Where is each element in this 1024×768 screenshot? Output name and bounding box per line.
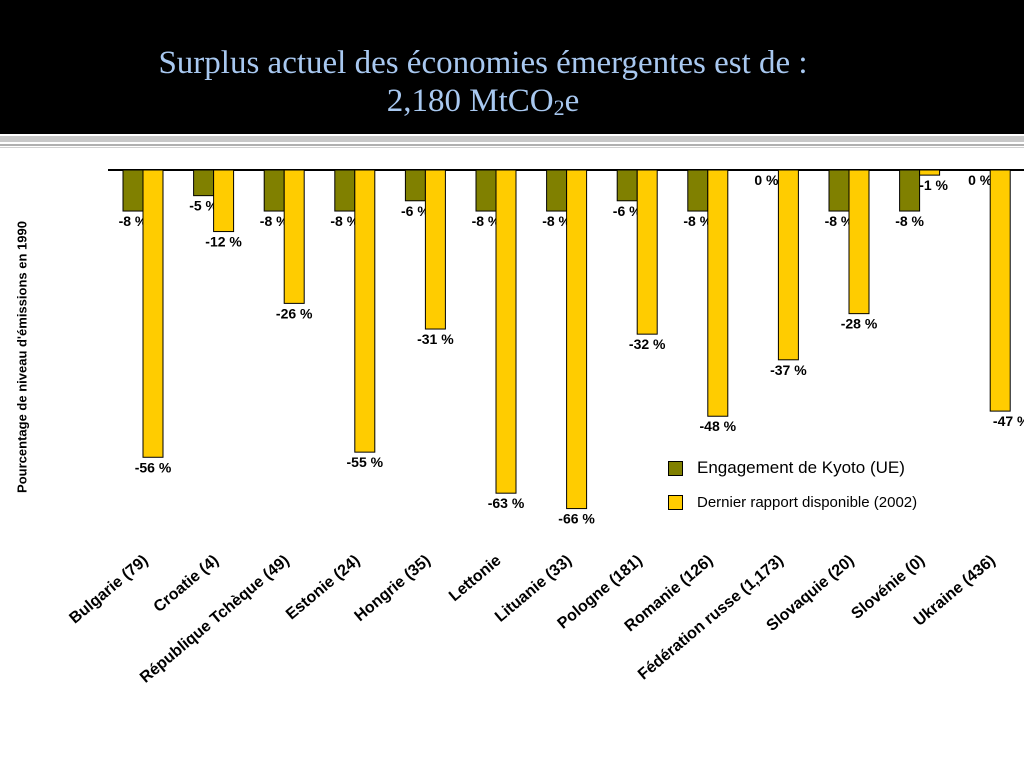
bar-kyoto bbox=[828, 169, 850, 212]
data-label-report: -55 % bbox=[347, 454, 384, 470]
legend-label-kyoto: Engagement de Kyoto (UE) bbox=[697, 458, 905, 477]
legend-swatch-kyoto bbox=[668, 460, 683, 476]
data-label-kyoto: -8 % bbox=[895, 213, 924, 229]
bar-report bbox=[354, 169, 376, 453]
title-line-2: 2,180 MtCO2e bbox=[0, 82, 966, 120]
slide-title: Surplus actuel des économies émergentes … bbox=[0, 44, 966, 120]
bar-report bbox=[283, 169, 305, 304]
data-label-kyoto: 0 % bbox=[754, 172, 779, 188]
title-line-2-text: 2,180 MtCO bbox=[386, 83, 554, 119]
category-tick-label: Croatie (4) bbox=[151, 552, 223, 616]
y-axis-label-text: Pourcentage de niveau d'émissions en 199… bbox=[14, 221, 30, 493]
data-label-kyoto: -8 % bbox=[542, 213, 571, 229]
data-label-kyoto: 0 % bbox=[968, 172, 993, 188]
data-label-kyoto: -5 % bbox=[189, 198, 218, 214]
data-label-kyoto: -8 % bbox=[472, 213, 501, 229]
bar-kyoto bbox=[546, 169, 568, 212]
category-tick-label: Bulgarie (79) bbox=[66, 552, 151, 627]
chart-legend: Engagement de Kyoto (UE) Dernier rapport… bbox=[668, 458, 917, 526]
data-label-report: -28 % bbox=[841, 316, 878, 332]
category-tick-label: Fédération russe (1,173) bbox=[635, 552, 787, 683]
data-label-report: -56 % bbox=[135, 459, 172, 475]
legend-label-report: Dernier rapport disponible (2002) bbox=[697, 493, 918, 511]
bar-kyoto bbox=[899, 169, 921, 212]
slide-header: Surplus actuel des économies émergentes … bbox=[0, 0, 1024, 134]
title-line-2-suffix: e bbox=[564, 83, 580, 119]
data-label-report: -32 % bbox=[629, 336, 666, 352]
legend-item-kyoto: Engagement de Kyoto (UE) bbox=[668, 458, 917, 478]
data-label-kyoto: -6 % bbox=[613, 203, 642, 219]
bar-report bbox=[919, 169, 941, 176]
legend-item-report: Dernier rapport disponible (2002) bbox=[668, 492, 917, 512]
category-tick-label: Lettonie bbox=[446, 552, 505, 605]
data-label-kyoto: -6 % bbox=[401, 203, 430, 219]
data-label-kyoto: -8 % bbox=[683, 213, 712, 229]
data-label-kyoto: -8 % bbox=[825, 213, 854, 229]
bar-report bbox=[636, 169, 658, 335]
data-label-report: -1 % bbox=[919, 177, 948, 193]
bar-report bbox=[989, 169, 1011, 412]
bar-report bbox=[213, 169, 235, 233]
title-line-1: Surplus actuel des économies émergentes … bbox=[158, 45, 808, 81]
category-tick-label: Hongrie (35) bbox=[352, 552, 434, 625]
bar-kyoto bbox=[616, 169, 638, 202]
bar-report bbox=[707, 169, 729, 417]
bar-kyoto bbox=[404, 169, 426, 202]
bar-kyoto bbox=[687, 169, 709, 212]
data-label-kyoto: -8 % bbox=[119, 213, 148, 229]
category-tick-label: République Tchèque (49) bbox=[137, 552, 293, 687]
data-label-report: -47 % bbox=[993, 413, 1024, 429]
header-divider bbox=[0, 134, 1024, 150]
bar-report bbox=[848, 169, 870, 315]
bar-report bbox=[424, 169, 446, 330]
data-label-report: -63 % bbox=[488, 495, 525, 511]
bar-kyoto bbox=[263, 169, 285, 212]
bar-report bbox=[495, 169, 517, 494]
bar-kyoto bbox=[475, 169, 497, 212]
title-subscript: 2 bbox=[553, 95, 565, 120]
data-label-kyoto: -8 % bbox=[330, 213, 359, 229]
legend-swatch-report bbox=[668, 494, 683, 510]
data-label-report: -26 % bbox=[276, 305, 313, 321]
data-label-report: -12 % bbox=[205, 234, 242, 250]
bar-report bbox=[777, 169, 799, 361]
bar-report bbox=[566, 169, 588, 510]
bar-kyoto bbox=[193, 169, 215, 197]
data-label-report: -37 % bbox=[770, 362, 807, 378]
data-label-kyoto: -8 % bbox=[260, 213, 289, 229]
data-label-report: -31 % bbox=[417, 331, 454, 347]
bar-kyoto bbox=[334, 169, 356, 212]
data-label-report: -66 % bbox=[558, 511, 595, 527]
bar-kyoto bbox=[122, 169, 144, 212]
bar-report bbox=[142, 169, 164, 458]
data-label-report: -48 % bbox=[700, 418, 737, 434]
